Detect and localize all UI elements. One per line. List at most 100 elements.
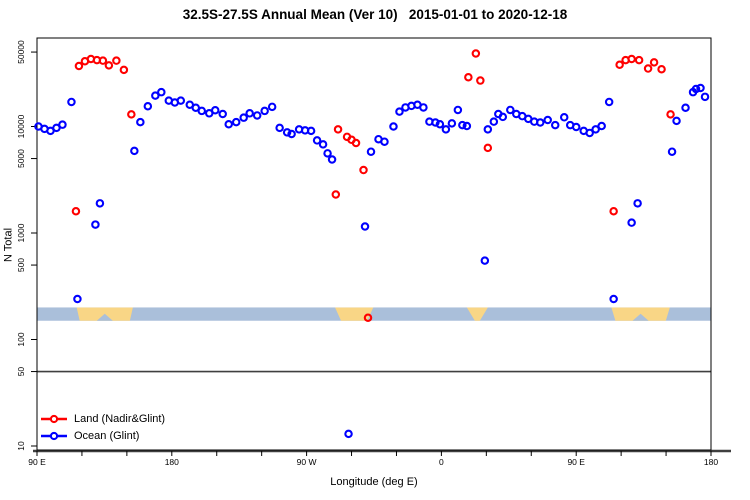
point-ocean [143,101,153,111]
point-ocean [318,140,328,149]
point-ocean [380,137,389,146]
y-tick-label: 5000 [16,149,26,168]
legend-item-land: Land (Nadir&Glint) [39,410,165,427]
land-series-symbol-icon [41,414,67,423]
point-land [333,125,343,134]
point-ocean [267,102,277,112]
point-ocean [627,218,636,227]
point-ocean [210,106,220,115]
strip-land-segment [335,307,374,321]
strip-land-segment [466,307,488,321]
y-tick-label: 500 [16,258,26,272]
point-ocean [536,118,545,127]
point-ocean [543,115,552,125]
point-ocean [395,107,404,116]
legend: Land (Nadir&Glint) Ocean (Glint) [39,410,165,444]
point-ocean [327,155,337,164]
point-ocean [550,120,560,130]
point-land [657,64,666,74]
point-ocean [130,146,139,156]
point-ocean [700,92,710,102]
legend-label-land: Land (Nadir&Glint) [74,412,166,425]
point-ocean [95,199,105,208]
point-ocean [453,105,463,115]
point-ocean [306,126,316,136]
y-tick-label: 50000 [16,40,26,64]
point-land [666,110,675,119]
point-ocean [597,121,606,131]
point-ocean [344,429,353,439]
point-ocean [282,128,292,137]
point-ocean [136,117,145,127]
point-ocean [585,128,594,138]
point-land [643,64,653,73]
point-land [119,65,129,75]
point-ocean [483,125,493,134]
point-ocean [58,120,67,129]
point-ocean [91,220,100,229]
point-land [363,313,373,323]
point-ocean [73,294,82,304]
point-ocean [691,84,701,94]
point-ocean [176,96,186,105]
point-ocean [151,91,160,100]
x-tick-label: 180 [165,457,179,467]
point-ocean [447,119,457,128]
point-ocean [312,136,322,145]
point-ocean [67,97,76,107]
point-ocean [559,113,569,122]
point-land [127,110,136,119]
point-ocean [239,113,248,122]
point-ocean [157,87,166,97]
x-tick-label: 90 E [567,457,585,467]
point-land [471,49,481,58]
y-tick-label: 10000 [16,114,26,138]
x-tick-label: 90 E [28,457,46,467]
point-land [71,207,81,216]
point-ocean [462,121,472,131]
point-ocean [275,123,284,133]
y-tick-label: 100 [16,332,26,346]
legend-item-ocean: Ocean (Glint) [39,427,165,444]
point-land [649,58,659,67]
point-ocean [218,109,227,119]
point-ocean [431,118,440,127]
point-land [104,61,114,70]
legend-label-ocean: Ocean (Glint) [74,429,140,442]
strip-ocean-notch [96,313,113,321]
point-land [464,73,473,82]
point-ocean [224,119,233,129]
point-ocean [441,125,451,134]
point-ocean [252,111,262,120]
point-ocean [231,117,241,127]
x-tick-label: 90 W [297,457,317,467]
point-land [359,165,368,175]
point-ocean [489,117,499,126]
y-tick-label: 1000 [16,223,26,242]
plot-box [36,37,712,451]
point-ocean [197,106,207,116]
chart-title: 32.5S-27.5S Annual Mean (Ver 10) 2015-01… [182,7,568,22]
point-ocean [366,147,376,156]
strip-ocean-notch [632,313,649,321]
point-ocean [633,199,642,208]
point-land [331,190,341,199]
point-ocean [591,125,600,134]
x-tick-label: 180 [704,457,718,467]
point-land [351,138,361,148]
point-ocean [360,222,370,231]
ocean-series-symbol-icon [41,431,67,440]
point-ocean [52,123,61,133]
point-land [483,143,493,153]
point-ocean [287,129,296,139]
point-land [476,76,485,85]
point-ocean [681,103,690,112]
x-axis-label: Longitude (deg E) [330,476,418,488]
point-ocean [672,116,681,126]
point-ocean [419,103,428,112]
y-tick-label: 50 [16,367,26,377]
strip-ocean [37,307,711,321]
point-ocean [245,109,254,118]
